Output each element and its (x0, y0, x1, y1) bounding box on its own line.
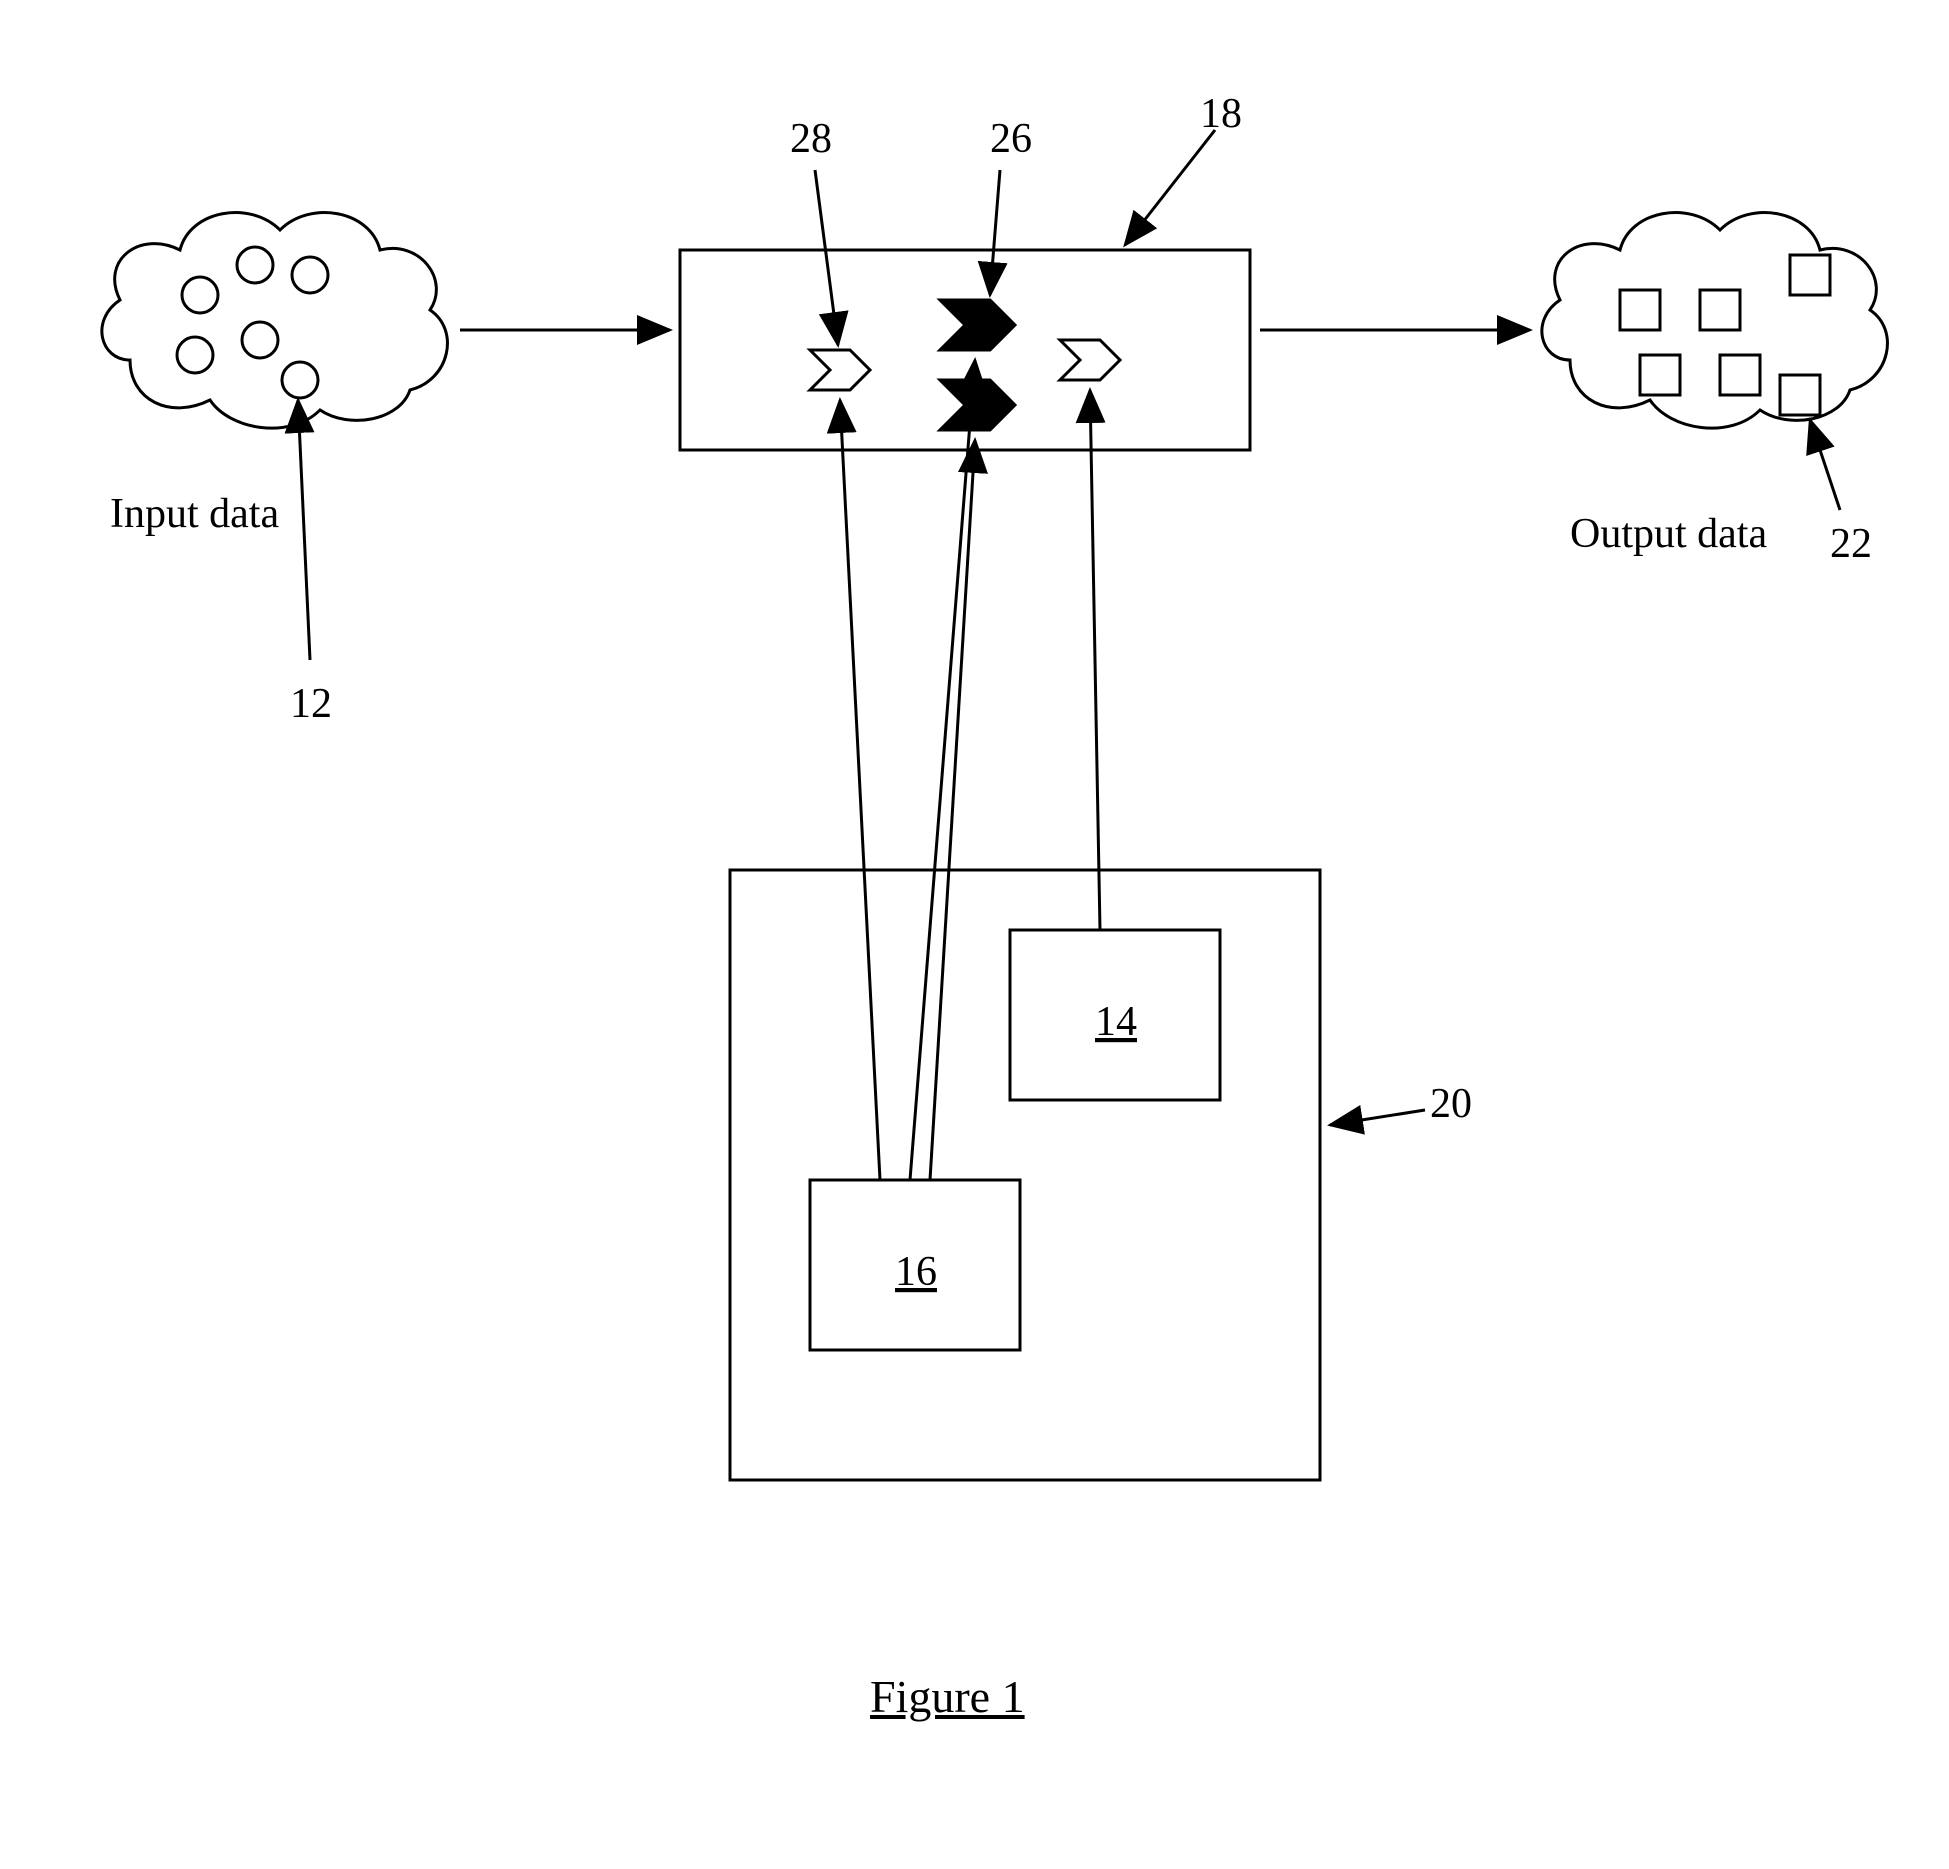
arrow-16-to-chevron-26 (910, 360, 975, 1180)
label-22: 22 (1830, 520, 1872, 568)
chevron-28 (810, 350, 870, 390)
figure-caption: Figure 1 (870, 1670, 1025, 1723)
leader-28 (815, 170, 838, 345)
circle-12-target (282, 362, 318, 398)
figure-diagram: 14 16 (0, 0, 1949, 1869)
label-26: 26 (990, 115, 1032, 163)
leader-26 (990, 170, 1000, 295)
box-14: 14 (1010, 930, 1220, 1100)
leader-22 (1810, 420, 1840, 510)
input-cloud (102, 213, 448, 429)
output-cloud (1542, 213, 1888, 429)
label-20: 20 (1430, 1080, 1472, 1128)
arrow-14-to-chevron (1090, 390, 1100, 930)
svg-text:14: 14 (1095, 999, 1137, 1045)
leader-20 (1330, 1110, 1425, 1125)
label-28: 28 (790, 115, 832, 163)
container-20 (730, 870, 1320, 1480)
arrow-16-to-chevron-filled2 (930, 440, 975, 1180)
label-18: 18 (1200, 90, 1242, 138)
label-12: 12 (290, 680, 332, 728)
square-22-target (1780, 375, 1820, 415)
chevron-outline-2 (1060, 340, 1120, 380)
label-output-data: Output data (1570, 510, 1770, 558)
leader-18 (1125, 130, 1215, 245)
leader-12 (298, 400, 310, 660)
label-input-data: Input data (110, 490, 279, 538)
box-16: 16 (810, 1180, 1020, 1350)
chevron-filled-2 (940, 380, 1015, 430)
svg-text:16: 16 (895, 1249, 937, 1295)
chevron-26 (940, 300, 1015, 350)
arrow-16-to-chevron-28 (840, 400, 880, 1180)
